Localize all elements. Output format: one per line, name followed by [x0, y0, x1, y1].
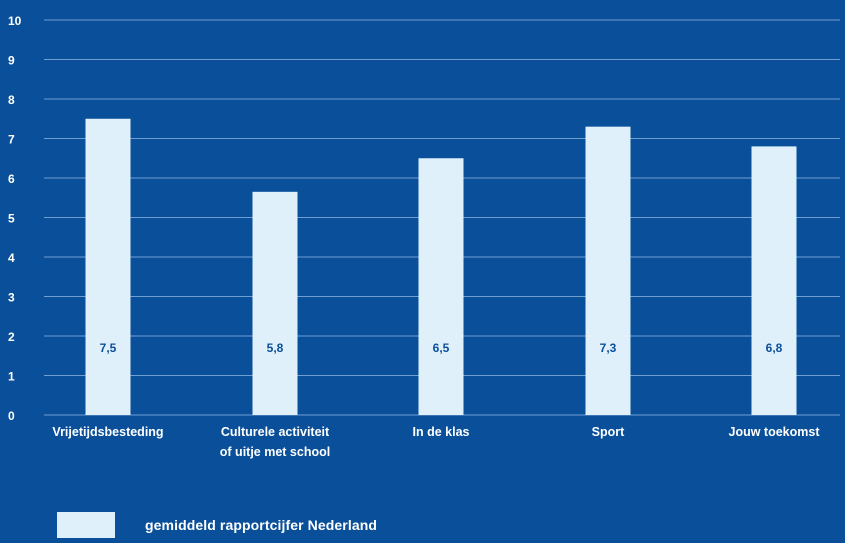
data-label: 7,5	[100, 341, 117, 355]
x-tick-label: In de klas	[413, 425, 470, 439]
y-tick-label: 1	[8, 370, 15, 384]
bar	[85, 118, 131, 415]
x-tick-label-line: Vrijetijdsbesteding	[52, 425, 163, 439]
y-tick-label: 0	[8, 409, 15, 423]
y-tick-label: 9	[8, 54, 15, 68]
y-tick-label: 6	[8, 172, 15, 186]
x-tick-label-line: Jouw toekomst	[729, 425, 821, 439]
y-tick-label: 5	[8, 212, 15, 226]
y-tick-label: 4	[8, 251, 15, 265]
bars	[85, 118, 797, 416]
x-tick-label: Culturele activiteit of uitje met school	[220, 425, 330, 459]
bar	[751, 146, 797, 415]
x-tick-label: Vrijetijdsbesteding	[52, 425, 163, 439]
x-tick-label-line: of uitje met school	[220, 445, 330, 459]
data-labels: 7,5 5,8 6,5 7,3 6,8	[100, 341, 783, 355]
x-axis-ticks: Vrijetijdsbesteding Culturele activiteit o…	[52, 425, 820, 459]
data-label: 7,3	[600, 341, 617, 355]
y-tick-label: 2	[8, 330, 15, 344]
legend-label: gemiddeld rapportcijfer Nederland	[145, 517, 378, 533]
bar	[252, 191, 298, 415]
bar	[418, 158, 464, 415]
y-tick-label: 7	[8, 133, 15, 147]
y-tick-label: 3	[8, 291, 15, 305]
data-label: 6,5	[433, 341, 450, 355]
x-tick-label-line: Culturele activiteit	[221, 425, 330, 439]
x-tick-label: Jouw toekomst	[729, 425, 821, 439]
y-tick-label: 10	[8, 14, 22, 28]
y-axis-ticks: 0 1 2 3 4 5 6 7 8 9 10	[8, 14, 22, 423]
data-label: 6,8	[766, 341, 783, 355]
legend-swatch	[57, 512, 115, 538]
x-tick-label: Sport	[592, 425, 625, 439]
bar	[585, 126, 631, 416]
data-label: 5,8	[267, 341, 284, 355]
x-tick-label-line: In de klas	[413, 425, 470, 439]
x-tick-label-line: Sport	[592, 425, 625, 439]
y-tick-label: 8	[8, 93, 15, 107]
legend: gemiddeld rapportcijfer Nederland	[57, 512, 377, 538]
